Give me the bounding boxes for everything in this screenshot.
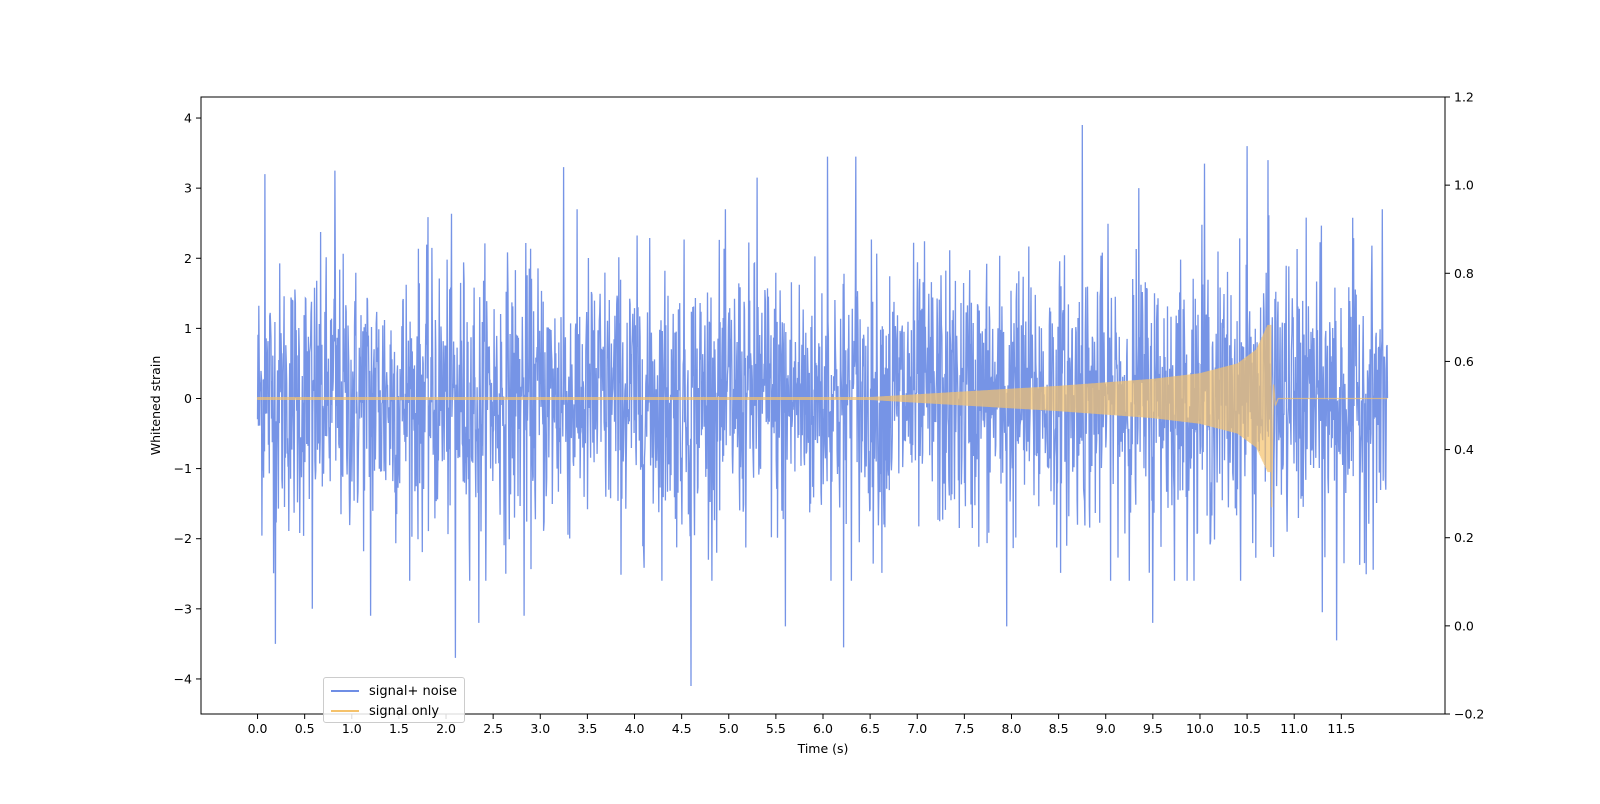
- legend-item-signal-only: signal only: [324, 701, 439, 721]
- y2-tick-label: 1.0: [1454, 178, 1474, 193]
- x-tick-label: 4.5: [672, 721, 692, 736]
- series-line-signal-only: [256, 324, 1388, 508]
- x-tick-label: 11.5: [1327, 721, 1355, 736]
- y2-tick-label: 0.2: [1454, 530, 1474, 545]
- y-tick-label: 3: [184, 181, 192, 196]
- y-tick-label: 0: [184, 391, 192, 406]
- y-tick-label: −3: [174, 601, 192, 616]
- x-tick-label: 10.0: [1186, 721, 1214, 736]
- y2-tick-label: 0.6: [1454, 354, 1474, 369]
- x-tick-label: 4.0: [625, 721, 645, 736]
- legend-label-signal-noise: signal+ noise: [369, 683, 458, 699]
- x-tick-label: 0.5: [295, 721, 315, 736]
- y-tick-label: 2: [184, 251, 192, 266]
- x-tick-label: 10.5: [1233, 721, 1261, 736]
- y2-tick-label: 0.0: [1454, 618, 1474, 633]
- x-tick-label: 2.0: [436, 721, 456, 736]
- x-tick-label: 7.0: [907, 721, 927, 736]
- x-tick-label: 8.5: [1049, 721, 1069, 736]
- x-tick-label: 1.5: [389, 721, 409, 736]
- x-tick-label: 9.0: [1096, 721, 1116, 736]
- legend-swatch-signal-noise: [331, 690, 359, 692]
- x-tick-label: 6.0: [813, 721, 833, 736]
- legend-item-signal-noise: signal+ noise: [324, 681, 457, 701]
- y-tick-label: 4: [184, 111, 192, 126]
- x-tick-label: 1.0: [342, 721, 362, 736]
- y2-tick-label: 1.2: [1454, 90, 1474, 105]
- legend: signal+ noise signal only: [323, 677, 465, 723]
- x-tick-label: 8.0: [1002, 721, 1022, 736]
- x-tick-label: 3.5: [577, 721, 597, 736]
- y2-tick-label: 0.8: [1454, 266, 1474, 281]
- y2-tick-label: −0.2: [1454, 707, 1484, 722]
- y2-tick-label: 0.4: [1454, 442, 1474, 457]
- legend-label-signal-only: signal only: [369, 703, 440, 719]
- x-tick-label: 9.5: [1143, 721, 1163, 736]
- x-tick-label: 6.5: [860, 721, 880, 736]
- y-tick-label: −2: [174, 531, 192, 546]
- y-tick-label: −4: [174, 671, 192, 686]
- legend-swatch-signal-only: [331, 710, 359, 712]
- x-tick-label: 7.5: [954, 721, 974, 736]
- x-tick-label: 11.0: [1280, 721, 1308, 736]
- y-tick-label: −1: [174, 461, 192, 476]
- x-axis-label: Time (s): [797, 741, 849, 756]
- x-tick-label: 3.0: [530, 721, 550, 736]
- x-tick-label: 5.5: [766, 721, 786, 736]
- y-tick-label: 1: [184, 321, 192, 336]
- x-tick-label: 2.5: [483, 721, 503, 736]
- x-tick-label: 0.0: [248, 721, 268, 736]
- x-tick-label: 5.0: [719, 721, 739, 736]
- y-axis-label: Whitened strain: [148, 356, 163, 455]
